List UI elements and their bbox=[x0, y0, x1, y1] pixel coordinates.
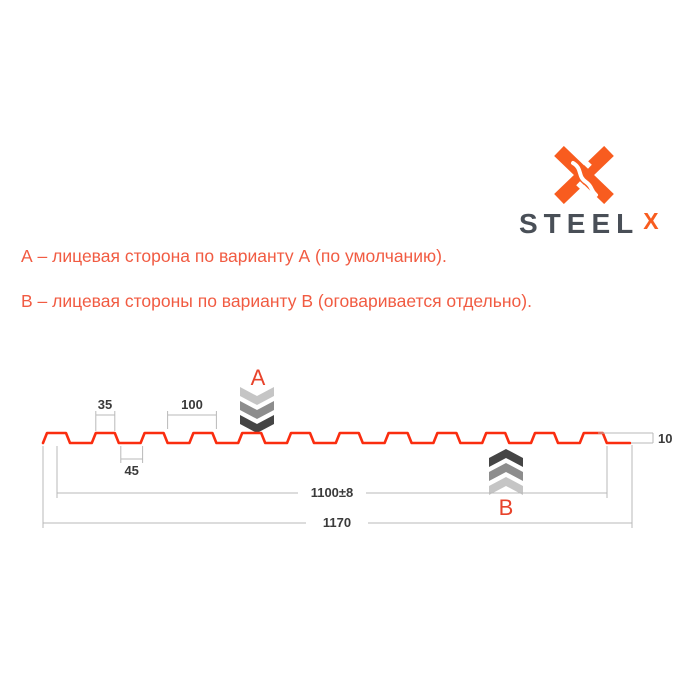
logo-s-weave bbox=[571, 161, 598, 197]
marker-a-letter: A bbox=[251, 365, 266, 390]
note-variant-a: А – лицевая сторона по варианту А (по ум… bbox=[21, 246, 447, 266]
logo-x-bar-left bbox=[554, 146, 614, 204]
dim-profile-height: 10 bbox=[598, 431, 672, 446]
dim-label-35: 35 bbox=[98, 397, 112, 412]
chevron-down-mid bbox=[240, 401, 274, 419]
dim-label-100: 100 bbox=[181, 397, 203, 412]
chevron-down-dark bbox=[240, 415, 274, 433]
marker-b-letter: B bbox=[499, 495, 514, 520]
dim-label-10: 10 bbox=[658, 431, 672, 446]
logo-cut-bottom bbox=[576, 181, 593, 198]
logo-wordmark-text: STEEL bbox=[519, 208, 640, 239]
dim-label-1170: 1170 bbox=[323, 515, 351, 530]
logo-cut-top bbox=[575, 152, 592, 169]
logo-sup-x: X bbox=[643, 208, 659, 234]
steelx-logo-icon bbox=[554, 146, 614, 204]
dim-rib-top-width: 35 bbox=[95, 397, 116, 431]
chevron-up-light bbox=[489, 477, 523, 495]
dim-label-45: 45 bbox=[124, 463, 138, 478]
note-variant-b: В – лицевая стороны по варианту В (огова… bbox=[21, 291, 532, 311]
dim-rib-pitch: 100 bbox=[167, 397, 217, 429]
dim-cover-width: 1100±8 bbox=[56, 446, 608, 500]
profile-path bbox=[41, 431, 632, 445]
dim-label-1100: 1100±8 bbox=[311, 485, 354, 500]
chevron-down-light bbox=[240, 387, 274, 405]
chevron-up-dark bbox=[489, 449, 523, 467]
chevron-up-mid bbox=[489, 463, 523, 481]
dim-overall-width: 1170 bbox=[42, 445, 633, 530]
logo-wordmark: STEEL X bbox=[519, 208, 659, 240]
profile-sheet-drawing: A 35 100 45 10 bbox=[41, 365, 672, 530]
marker-b-group bbox=[489, 449, 523, 495]
marker-a-group: A bbox=[240, 365, 274, 433]
dim-rib-bottom-width: 45 bbox=[120, 446, 144, 478]
